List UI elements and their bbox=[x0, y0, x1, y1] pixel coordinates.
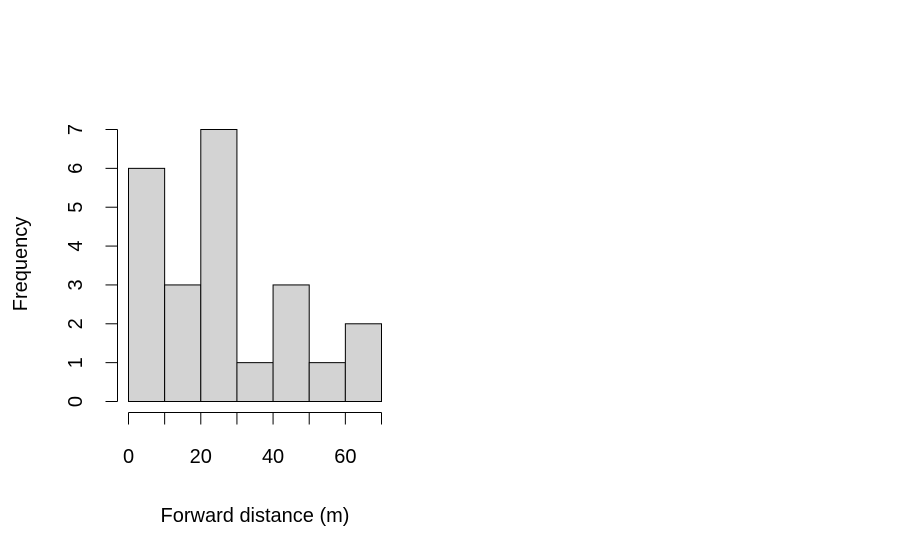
histogram-bar bbox=[344, 323, 383, 402]
y-tick-label: 1 bbox=[65, 357, 87, 368]
histogram-bar bbox=[128, 167, 166, 402]
y-tick-label: 2 bbox=[65, 318, 87, 329]
histogram-bars bbox=[128, 129, 383, 402]
x-tick-label: 20 bbox=[190, 446, 212, 468]
y-tick-label: 0 bbox=[65, 396, 87, 407]
x-axis: 0 20 40 60 bbox=[123, 412, 382, 468]
y-tick-label: 7 bbox=[65, 124, 87, 135]
y-tick-label: 4 bbox=[65, 241, 87, 252]
histogram-bar bbox=[164, 284, 202, 402]
x-tick-label: 40 bbox=[262, 446, 284, 468]
histogram-bar bbox=[236, 362, 274, 402]
histogram-bar bbox=[308, 362, 346, 402]
x-tick-label: 60 bbox=[334, 446, 356, 468]
x-axis-title: Forward distance (m) bbox=[161, 505, 350, 527]
x-tick-label: 0 bbox=[123, 446, 134, 468]
y-tick-label: 3 bbox=[65, 279, 87, 290]
y-tick-label: 6 bbox=[65, 163, 87, 174]
y-axis-title: Frequency bbox=[10, 217, 32, 312]
histogram-bar bbox=[272, 284, 310, 402]
histogram-bar bbox=[200, 129, 238, 402]
y-tick-label: 5 bbox=[65, 202, 87, 213]
y-axis: 0 1 2 3 4 5 6 7 bbox=[65, 124, 118, 407]
